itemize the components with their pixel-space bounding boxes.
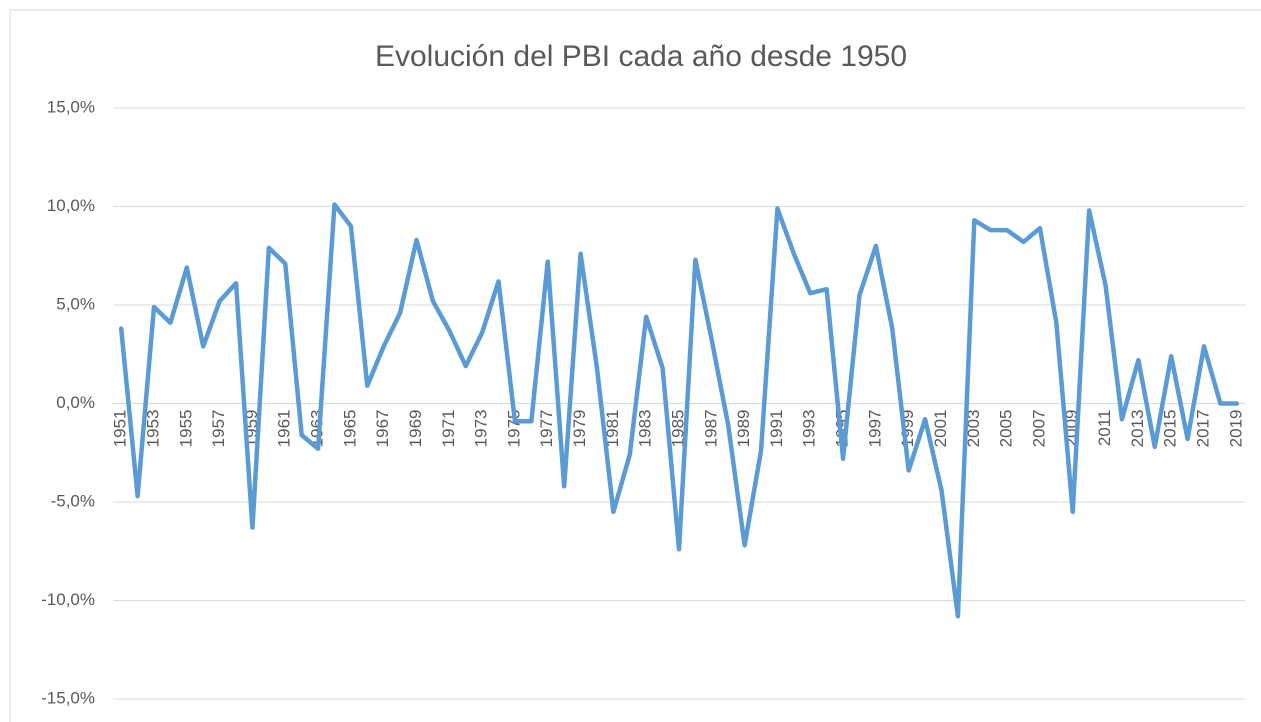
- x-tick-label: 1951: [111, 410, 130, 448]
- x-tick-label: 1971: [439, 410, 458, 448]
- x-tick-label: 2013: [1128, 410, 1147, 448]
- x-tick-label: 1991: [767, 410, 786, 448]
- x-tick-label: 2001: [931, 410, 950, 448]
- x-tick-label: 1987: [701, 410, 720, 448]
- y-tick-label: 5,0%: [56, 294, 95, 313]
- x-tick-label: 1997: [865, 410, 884, 448]
- x-tick-label: 1983: [636, 410, 655, 448]
- x-tick-label: 2017: [1193, 410, 1212, 448]
- x-tick-label: 2019: [1226, 410, 1245, 448]
- x-tick-label: 2003: [964, 410, 983, 448]
- x-tick-label: 1955: [176, 410, 195, 448]
- x-tick-label: 2011: [1095, 410, 1114, 447]
- x-tick-label: 1969: [406, 410, 425, 448]
- y-tick-label: -10,0%: [41, 590, 95, 609]
- x-tick-label: 1989: [734, 410, 753, 448]
- x-tick-label: 1953: [143, 410, 162, 448]
- x-tick-label: 1985: [668, 410, 687, 448]
- y-tick-label: -15,0%: [41, 688, 95, 707]
- x-tick-label: 1961: [275, 410, 294, 448]
- x-tick-label: 1957: [209, 410, 228, 448]
- x-tick-label: 1973: [472, 410, 491, 448]
- x-tick-label: 1981: [603, 410, 622, 448]
- x-tick-label: 1993: [800, 410, 819, 448]
- line-series: [118, 202, 1240, 619]
- y-tick-label: 0,0%: [56, 393, 95, 412]
- y-tick-label: 10,0%: [47, 196, 95, 215]
- chart-title: Evolución del PBI cada año desde 1950: [375, 40, 907, 73]
- x-tick-label: 2015: [1161, 410, 1180, 448]
- x-tick-label: 2007: [1029, 410, 1048, 448]
- x-tick-label: 1979: [570, 410, 589, 448]
- chart-border: [9, 9, 1261, 722]
- x-tick-label: 1965: [340, 410, 359, 448]
- x-tick-label: 2005: [997, 410, 1016, 448]
- x-tick-label: 1977: [537, 410, 556, 448]
- y-tick-label: 15,0%: [47, 97, 95, 116]
- x-tick-label: 1967: [373, 410, 392, 448]
- x-tick-label: 1975: [504, 410, 523, 448]
- y-tick-label: -5,0%: [51, 491, 95, 510]
